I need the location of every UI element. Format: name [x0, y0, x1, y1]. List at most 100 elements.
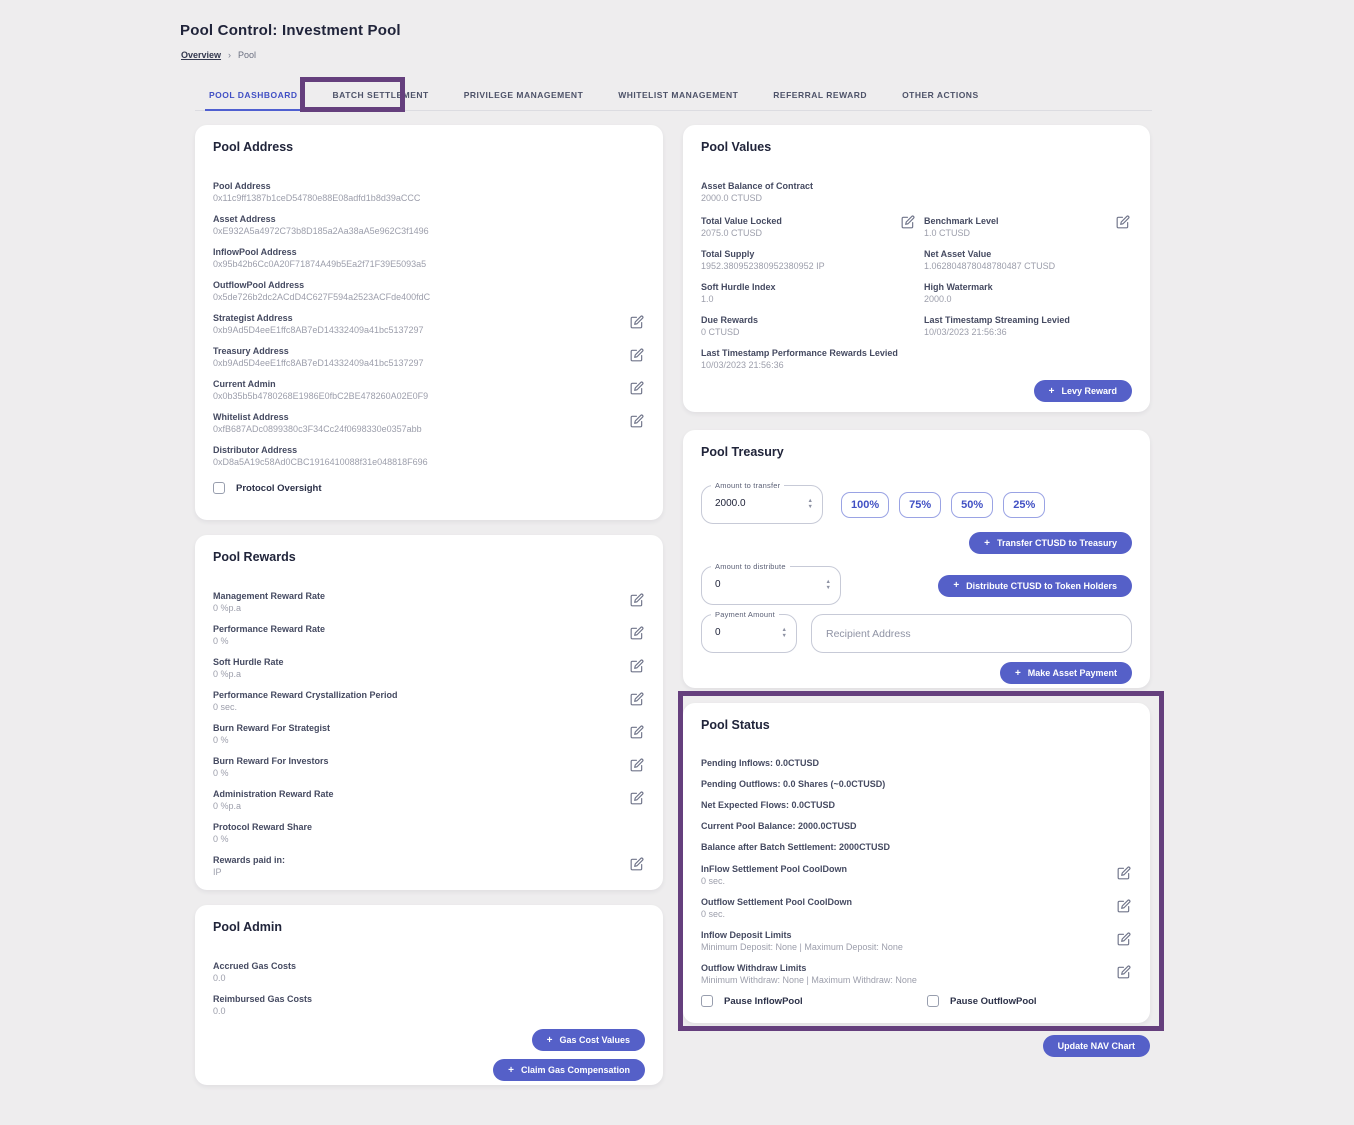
- field-label: Inflow Deposit Limits: [701, 930, 792, 940]
- stepper-up-icon[interactable]: ▲: [807, 497, 813, 504]
- field-value: 0 sec.: [213, 702, 238, 712]
- field-label: Outflow Withdraw Limits: [701, 963, 807, 973]
- edit-icon[interactable]: [630, 791, 645, 806]
- stepper-up-icon[interactable]: ▲: [781, 626, 787, 633]
- plus-icon: +: [953, 580, 960, 591]
- protocol-reward-share-row: Protocol Reward Share 0 %: [213, 821, 645, 845]
- field-label: Distributor Address: [213, 445, 298, 455]
- field-value: 2000.0: [924, 294, 952, 304]
- field-label: Benchmark Level: [924, 216, 999, 226]
- breadcrumb-overview-link[interactable]: Overview: [181, 50, 222, 60]
- soft-hurdle-rate-row: Soft Hurdle Rate 0 %p.a: [213, 656, 645, 680]
- field-label: Net Asset Value: [924, 249, 992, 259]
- field-label: Strategist Address: [213, 313, 293, 323]
- edit-icon[interactable]: [630, 414, 645, 429]
- gas-cost-values-button[interactable]: + Gas Cost Values: [531, 1029, 645, 1051]
- amount-to-transfer-input[interactable]: [715, 498, 795, 509]
- field-label: Administration Reward Rate: [213, 789, 334, 799]
- tab-privilege-management[interactable]: PRIVILEGE MANAGEMENT: [463, 90, 584, 100]
- management-reward-rate-row: Management Reward Rate 0 %p.a: [213, 590, 645, 614]
- field-label: Outflow Settlement Pool CoolDown: [701, 897, 852, 907]
- balance-after-batch-line: Balance after Batch Settlement: 2000CTUS…: [701, 842, 891, 852]
- stepper-down-icon[interactable]: ▼: [825, 585, 831, 591]
- levy-reward-button[interactable]: + Levy Reward: [1033, 380, 1132, 402]
- pending-inflows-line: Pending Inflows: 0.0CTUSD: [701, 758, 820, 768]
- percent-100-button[interactable]: 100%: [841, 491, 890, 518]
- edit-icon[interactable]: [630, 593, 645, 608]
- strategist-address-row: Strategist Address 0xb9Ad5D4eeE1ffc8AB7e…: [213, 312, 645, 336]
- percent-75-button[interactable]: 75%: [899, 491, 942, 518]
- tab-whitelist-management[interactable]: WHITELIST MANAGEMENT: [618, 90, 739, 100]
- pause-inflowpool-checkbox[interactable]: [701, 995, 713, 1007]
- tab-other-actions[interactable]: OTHER ACTIONS: [902, 90, 979, 100]
- field-value: IP: [213, 867, 222, 877]
- edit-icon[interactable]: [630, 725, 645, 740]
- field-value: 0x95b42b6Cc0A20F71874A49b5Ea2f71F39E5093…: [213, 259, 427, 269]
- inflow-deposit-limits-row: Inflow Deposit Limits Minimum Deposit: N…: [701, 929, 1132, 953]
- checkbox-label: Pause InflowPool: [724, 995, 803, 1007]
- edit-icon[interactable]: [630, 381, 645, 396]
- edit-icon[interactable]: [1117, 899, 1132, 914]
- administration-reward-rate-row: Administration Reward Rate 0 %p.a: [213, 788, 645, 812]
- treasury-address-row: Treasury Address 0xb9Ad5D4eeE1ffc8AB7eD1…: [213, 345, 645, 369]
- stepper-down-icon[interactable]: ▼: [781, 633, 787, 639]
- protocol-oversight-checkbox-row[interactable]: Protocol Oversight: [213, 482, 645, 494]
- input-label: Amount to distribute: [711, 562, 790, 571]
- payment-amount-input[interactable]: [715, 627, 769, 638]
- update-nav-chart-button[interactable]: Update NAV Chart: [1042, 1035, 1150, 1057]
- stepper-down-icon[interactable]: ▼: [807, 504, 813, 510]
- pool-values-row: Last Timestamp Performance Rewards Levie…: [701, 347, 1132, 371]
- edit-icon[interactable]: [1117, 965, 1132, 980]
- field-label: InflowPool Address: [213, 247, 297, 257]
- edit-icon[interactable]: [1117, 866, 1132, 881]
- pause-inflowpool-checkbox-row[interactable]: Pause InflowPool: [701, 995, 927, 1007]
- tab-batch-settlement[interactable]: BATCH SETTLEMENT: [332, 90, 429, 100]
- number-stepper[interactable]: ▲ ▼: [807, 497, 813, 511]
- transfer-ctusd-to-treasury-button[interactable]: + Transfer CTUSD to Treasury: [969, 532, 1132, 554]
- edit-icon[interactable]: [901, 215, 924, 229]
- number-stepper[interactable]: ▲ ▼: [825, 578, 831, 592]
- field-label: Accrued Gas Costs: [213, 961, 297, 971]
- stepper-up-icon[interactable]: ▲: [825, 578, 831, 585]
- inflow-cooldown-row: InFlow Settlement Pool CoolDown 0 sec.: [701, 863, 1132, 887]
- pause-outflowpool-checkbox-row[interactable]: Pause OutflowPool: [927, 995, 1037, 1007]
- field-label: OutflowPool Address: [213, 280, 305, 290]
- whitelist-address-row: Whitelist Address 0xfB687ADc0899380c3F34…: [213, 411, 645, 435]
- make-asset-payment-button[interactable]: + Make Asset Payment: [999, 662, 1132, 684]
- claim-gas-compensation-button[interactable]: + Claim Gas Compensation: [493, 1059, 645, 1081]
- field-value: 0xD8a5A19c58Ad0CBC1916410088f31e048818F6…: [213, 457, 428, 467]
- field-label: Last Timestamp Performance Rewards Levie…: [701, 348, 898, 358]
- edit-icon[interactable]: [630, 626, 645, 641]
- distribute-ctusd-button[interactable]: + Distribute CTUSD to Token Holders: [938, 574, 1132, 597]
- protocol-oversight-checkbox[interactable]: [213, 482, 225, 494]
- rewards-paid-in-row: Rewards paid in: IP: [213, 854, 645, 878]
- plus-icon: +: [508, 1064, 514, 1076]
- tab-referral-reward[interactable]: REFERRAL REWARD: [773, 90, 868, 100]
- field-label: Asset Balance of Contract: [701, 181, 814, 191]
- amount-to-distribute-input[interactable]: [715, 579, 813, 590]
- field-label: InFlow Settlement Pool CoolDown: [701, 864, 847, 874]
- edit-icon[interactable]: [1117, 932, 1132, 947]
- edit-icon[interactable]: [630, 659, 645, 674]
- chevron-right-icon: ›: [228, 50, 232, 60]
- field-value: 0 CTUSD: [701, 327, 740, 337]
- recipient-address-input[interactable]: [811, 614, 1132, 653]
- percent-25-button[interactable]: 25%: [1003, 491, 1046, 518]
- pool-status-title: Pool Status: [701, 718, 770, 732]
- number-stepper[interactable]: ▲ ▼: [781, 626, 787, 640]
- edit-icon[interactable]: [630, 348, 645, 363]
- page-title: Pool Control: Investment Pool: [180, 22, 401, 39]
- tab-pool-dashboard[interactable]: POOL DASHBOARD: [205, 84, 302, 111]
- edit-icon[interactable]: [630, 315, 645, 330]
- edit-icon[interactable]: [630, 857, 645, 872]
- percent-50-button[interactable]: 50%: [951, 491, 994, 518]
- plus-icon: +: [546, 1034, 553, 1046]
- field-value: 0.0: [213, 1006, 226, 1016]
- pool-address-row: Pool Address 0x11c9ff1387b1ceD54780e88E0…: [213, 180, 645, 204]
- edit-icon[interactable]: [630, 692, 645, 707]
- pause-outflowpool-checkbox[interactable]: [927, 995, 939, 1007]
- edit-icon[interactable]: [1116, 215, 1132, 229]
- field-value: Minimum Deposit: None | Maximum Deposit:…: [701, 942, 903, 952]
- field-label: Burn Reward For Strategist: [213, 723, 331, 733]
- edit-icon[interactable]: [630, 758, 645, 773]
